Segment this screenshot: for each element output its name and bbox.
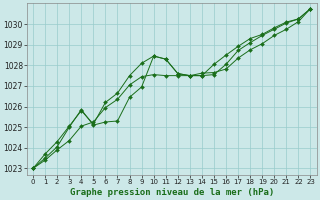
X-axis label: Graphe pression niveau de la mer (hPa): Graphe pression niveau de la mer (hPa) [70,188,274,197]
